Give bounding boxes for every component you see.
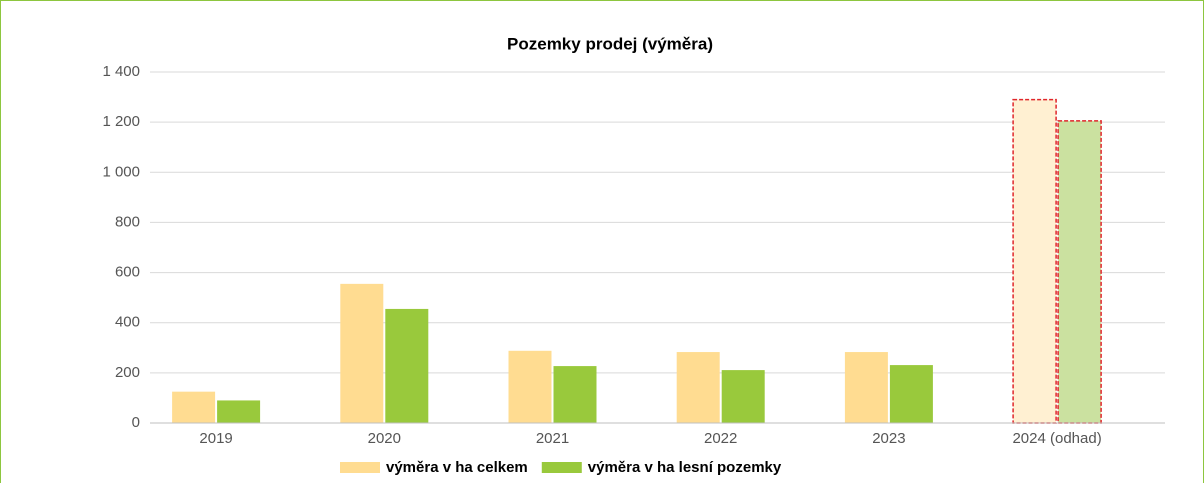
- y-tick-label: 400: [115, 314, 140, 331]
- legend-label: výměra v ha lesní pozemky: [588, 459, 782, 476]
- bar: [217, 400, 261, 423]
- chart-title: Pozemky prodej (výměra): [507, 34, 713, 53]
- bar: [508, 350, 552, 423]
- x-tick-label: 2020: [368, 430, 401, 447]
- y-tick-label: 1 400: [102, 63, 140, 80]
- bar: [172, 391, 216, 423]
- x-tick-label: 2024 (odhad): [1012, 430, 1101, 447]
- bar: [385, 308, 429, 423]
- x-tick-label: 2021: [536, 430, 569, 447]
- bar: [553, 366, 597, 423]
- bar: [676, 352, 720, 423]
- legend-swatch: [340, 462, 380, 473]
- y-tick-label: 200: [115, 364, 140, 381]
- bar: [721, 370, 765, 423]
- bar: [889, 365, 933, 423]
- y-tick-label: 1 200: [102, 113, 140, 130]
- x-tick-label: 2019: [199, 430, 232, 447]
- y-tick-label: 0: [132, 414, 140, 431]
- bar: [1012, 98, 1057, 424]
- bar: [340, 283, 384, 423]
- legend-swatch: [541, 462, 582, 473]
- y-tick-label: 800: [115, 213, 140, 230]
- bar: [1057, 120, 1102, 424]
- legend-label: výměra v ha celkem: [386, 459, 528, 476]
- y-tick-label: 600: [115, 264, 140, 281]
- bar: [844, 352, 888, 423]
- x-tick-label: 2023: [872, 430, 905, 447]
- y-tick-label: 1 000: [102, 163, 140, 180]
- x-tick-label: 2022: [704, 430, 737, 447]
